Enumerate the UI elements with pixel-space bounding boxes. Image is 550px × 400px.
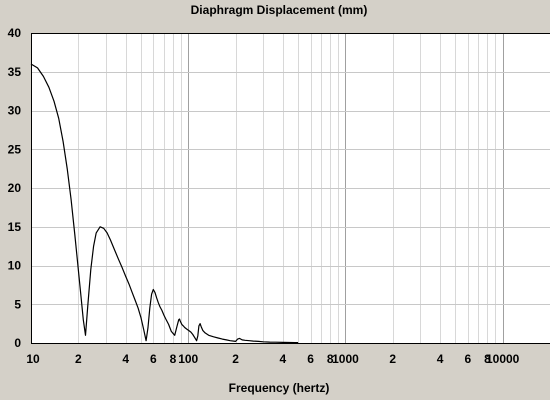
x-tick-label: 2: [232, 352, 239, 366]
y-tick-labels: 0 5 10 15 20 25 30 35 40: [8, 26, 22, 350]
y-tick-label: 30: [8, 104, 22, 118]
x-tick-label: 1000: [332, 352, 359, 366]
y-tick-label: 20: [8, 181, 22, 195]
chart-title: Diaphragm Displacement (mm): [191, 3, 368, 17]
x-tick-label: 10: [26, 352, 40, 366]
x-tick-label: 8: [327, 352, 334, 366]
x-tick-label: 6: [464, 352, 471, 366]
x-tick-label: 8: [170, 352, 177, 366]
x-axis-label: Frequency (hertz): [229, 381, 330, 395]
series-line: [30, 63, 299, 344]
x-tick-label: 2: [389, 352, 396, 366]
y-tick-label: 5: [14, 297, 21, 311]
x-tick-label: 8: [484, 352, 491, 366]
x-tick-label: 100: [178, 352, 198, 366]
grid: [31, 33, 550, 343]
series-group: [30, 63, 299, 344]
y-tick-label: 40: [8, 26, 22, 40]
x-tick-label: 4: [122, 352, 129, 366]
x-tick-label: 6: [307, 352, 314, 366]
x-tick-label: 4: [280, 352, 287, 366]
x-tick-label: 6: [150, 352, 157, 366]
y-tick-label: 25: [8, 142, 22, 156]
x-tick-label: 10000: [486, 352, 520, 366]
x-tick-label: 2: [75, 352, 82, 366]
y-tick-label: 35: [8, 65, 22, 79]
y-tick-label: 15: [8, 220, 22, 234]
y-tick-label: 10: [8, 259, 22, 273]
x-tick-label: 4: [437, 352, 444, 366]
plot-frame: [31, 33, 550, 344]
y-tick-label: 0: [14, 336, 21, 350]
